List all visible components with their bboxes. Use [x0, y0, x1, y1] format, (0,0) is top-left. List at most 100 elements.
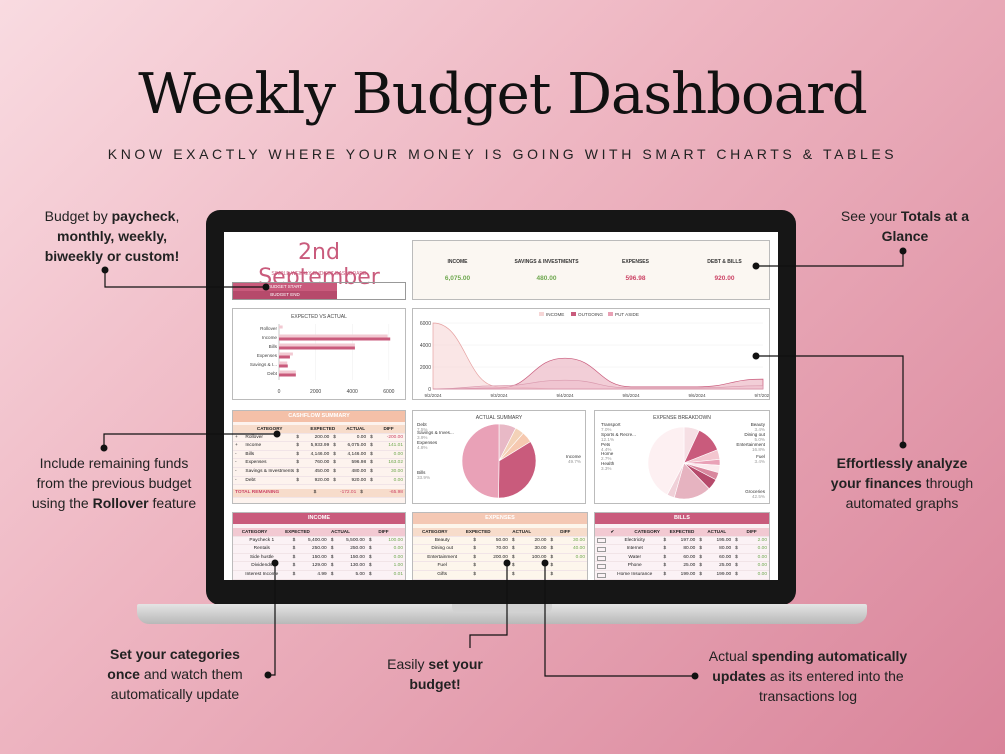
cell: 250.00 [350, 546, 365, 552]
cell [522, 562, 549, 570]
cell: $ [292, 563, 296, 569]
cell: 0.00 [757, 571, 768, 577]
total-item: DEBT & BILLS 920.00 [680, 259, 769, 282]
callout-text: through [921, 475, 974, 491]
cell: $ [735, 571, 738, 577]
cell: $ [368, 563, 372, 569]
table-row: Phone $25.00 $25.00 $0.00 [595, 562, 769, 571]
cell: $ [292, 571, 296, 577]
cell: 150.00 [350, 554, 365, 560]
cell: EXPECTED [276, 528, 319, 536]
x-tick-label: 9/2/2024 [424, 393, 442, 398]
total-label: INCOME [447, 259, 468, 265]
cell: $ [333, 477, 336, 483]
pie-label: Home [601, 451, 614, 456]
cell: $ [330, 554, 334, 560]
callout-bold: Totals at a [900, 208, 970, 224]
cell: Gifts [437, 571, 448, 577]
totals-panel: INCOME 6,075.00 SAVINGS & INVESTMENTS 480.0… [412, 240, 770, 300]
total-item: EXPENSES 596.98 [591, 259, 680, 282]
cell: $ [333, 460, 336, 466]
cell: Electricity [624, 537, 645, 543]
cell: 199.00 [716, 571, 732, 577]
cell: Savings & Investments [245, 468, 295, 474]
cell: 0.00 [757, 563, 768, 569]
cell: DIFF [543, 528, 587, 536]
cell [560, 571, 587, 579]
cell: Dividends [251, 563, 273, 569]
cell: 4,146.00 [347, 451, 367, 457]
cell: 100.00 [531, 554, 547, 560]
bar-expected [279, 370, 296, 374]
pie-label: Entertainment [736, 442, 765, 447]
callout-text: Include remaining funds [39, 455, 189, 471]
row-checkbox[interactable] [597, 538, 606, 544]
callout-text: Easily [387, 656, 429, 672]
cell: DIFF [372, 425, 405, 433]
table-row: - Savings & Investments $450.00 $480.00 $30.… [233, 468, 405, 477]
cell: Paycheck 1 [249, 537, 275, 543]
x-tick-label: 2000 [310, 389, 321, 395]
row-checkbox[interactable] [597, 564, 606, 570]
budget-start-label: BUDGET START [233, 283, 337, 291]
x-tick-label: 4000 [347, 389, 358, 395]
cell: EXPECTED [664, 528, 700, 536]
callout-text: Budget by [44, 208, 112, 224]
row-checkbox[interactable] [597, 555, 606, 561]
cell: $ [296, 451, 300, 457]
cell: $ [511, 563, 515, 569]
cell: 50.00 [495, 537, 508, 543]
cell: Rentals [253, 546, 270, 552]
bar-actual [279, 346, 355, 350]
income-table: INCOME CATEGORY EXPECTED ACTUAL DIFF Paychec… [232, 512, 406, 580]
cell: 5,500.00 [346, 537, 365, 543]
cell: $ [699, 554, 702, 560]
callout-text: using the [31, 495, 93, 511]
callout-bold: Effortlessly analyze [836, 455, 968, 471]
legend-swatch [571, 312, 576, 316]
row-checkbox[interactable] [597, 572, 606, 578]
cell: $ [663, 563, 667, 569]
table-header-row: ✔ CATEGORY EXPECTED ACTUAL DIFF [595, 528, 769, 537]
x-tick-label: 9/4/2024 [556, 393, 574, 398]
expected-vs-actual-chart: EXPECTED VS ACTUAL 0 2000 4000 6000 Rollover I… [250, 314, 395, 395]
y-tick-label: 0 [428, 387, 431, 393]
bar-category-label: Rollover [260, 326, 277, 331]
cell: $ [473, 563, 476, 569]
page-subtitle: KNOW EXACTLY WHERE YOUR MONEY IS GOING W… [107, 146, 898, 162]
table-row: Gifts $ $ $ [413, 571, 587, 580]
pie-label: Fuel [756, 454, 765, 459]
cell: 6,075.00 [347, 443, 367, 449]
total-value: 6,075.00 [444, 275, 471, 282]
callout-text: , [175, 208, 180, 224]
bar-category-label: Debt [267, 371, 277, 376]
callout-bold: Glance [881, 228, 929, 244]
table-row: Interest Income $4.99 $5.00 $0.01 [233, 571, 405, 580]
cell: $ [663, 546, 667, 552]
cell: $ [735, 537, 738, 543]
callout-bold: your finances [830, 475, 922, 491]
cell: EXPECTED [456, 528, 500, 536]
cell: 200.00 [493, 554, 508, 560]
row-checkbox[interactable] [597, 546, 606, 552]
cell: $ [292, 546, 296, 552]
budget-end-label: BUDGET END [233, 291, 337, 299]
cell: $ [368, 537, 372, 543]
table-header-row: CATEGORY EXPECTED ACTUAL DIFF [233, 425, 405, 434]
table-row: Entertainment $200.00 $100.00 $0.00 [413, 554, 587, 563]
cell: 60.00 [719, 554, 732, 560]
pie-percent: 3.3% [601, 466, 611, 471]
cell: DIFF [734, 528, 769, 536]
cell: $ [473, 554, 476, 560]
cell: 30.00 [390, 468, 403, 474]
pie-title: ACTUAL SUMMARY [476, 415, 523, 421]
callout-text: as its entered into the [765, 668, 904, 684]
date-subtitle: SIMPLE WEEKLY BUDGET DASHBOARD [271, 271, 367, 277]
pie-label: Expenses [417, 440, 438, 445]
legend-swatch [539, 312, 544, 316]
bar-chart-title: EXPECTED VS ACTUAL [291, 314, 347, 320]
cell: 5,400.00 [308, 537, 327, 543]
total-value: 480.00 [536, 275, 557, 282]
table-row: Beauty $50.00 $20.00 $30.00 [413, 537, 587, 546]
table-row: Water $60.00 $60.00 $0.00 [595, 554, 769, 563]
